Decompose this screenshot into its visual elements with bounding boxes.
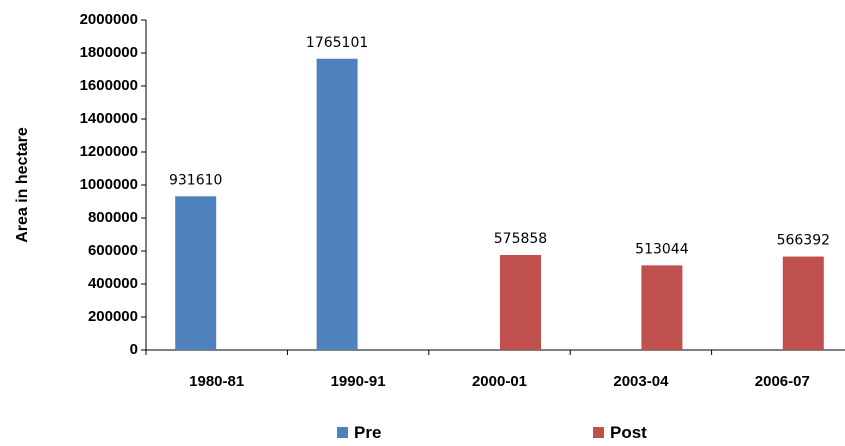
bar-pre-1990-91 <box>316 58 358 351</box>
legend-swatch-pre <box>337 427 348 438</box>
legend-label-pre: Pre <box>354 423 381 442</box>
y-tick-label: 0 <box>130 341 138 358</box>
y-tick-label: 1800000 <box>80 44 138 61</box>
y-tick-label: 600000 <box>88 242 138 259</box>
legend-label-post: Post <box>610 423 647 442</box>
bar-post-2003-04 <box>641 265 683 350</box>
y-tick-label: 1400000 <box>80 110 138 127</box>
bar-post-2000-01 <box>500 254 541 350</box>
y-tick-label: 1200000 <box>80 143 138 160</box>
x-tick-label: 1990-91 <box>331 373 386 390</box>
y-axis-title: Area in hectare <box>14 127 31 243</box>
data-label: 513044 <box>635 241 689 257</box>
y-tick-label: 2000000 <box>80 11 138 28</box>
y-tick-label: 400000 <box>88 275 138 292</box>
legend-swatch-post <box>593 427 604 438</box>
x-tick-label: 1980-81 <box>189 373 244 390</box>
x-tick-label: 2003-04 <box>613 373 669 390</box>
x-axis: 1980-81 1990-91 2000-01 2003-04 2006-07 <box>145 349 845 390</box>
y-axis: 0 200000 400000 600000 800000 1000000 1200000 1… <box>80 11 147 358</box>
data-label: 931610 <box>169 172 222 188</box>
data-label: 575858 <box>494 231 547 247</box>
bar-pre-1980-81 <box>175 196 217 350</box>
x-tick-label: 2000-01 <box>472 373 527 390</box>
x-tick-label: 2006-07 <box>755 373 810 390</box>
bar-post-2006-07 <box>782 256 824 350</box>
legend: Pre Post <box>337 423 647 442</box>
data-label: 566392 <box>777 233 830 249</box>
bar-series: 931610 1765101 575858 513044 566392 <box>169 35 830 351</box>
y-tick-label: 1000000 <box>80 176 138 193</box>
y-tick-label: 1600000 <box>80 77 138 94</box>
y-tick-label: 800000 <box>88 209 138 226</box>
data-label: 1765101 <box>306 35 368 51</box>
y-tick-label: 200000 <box>88 308 138 325</box>
